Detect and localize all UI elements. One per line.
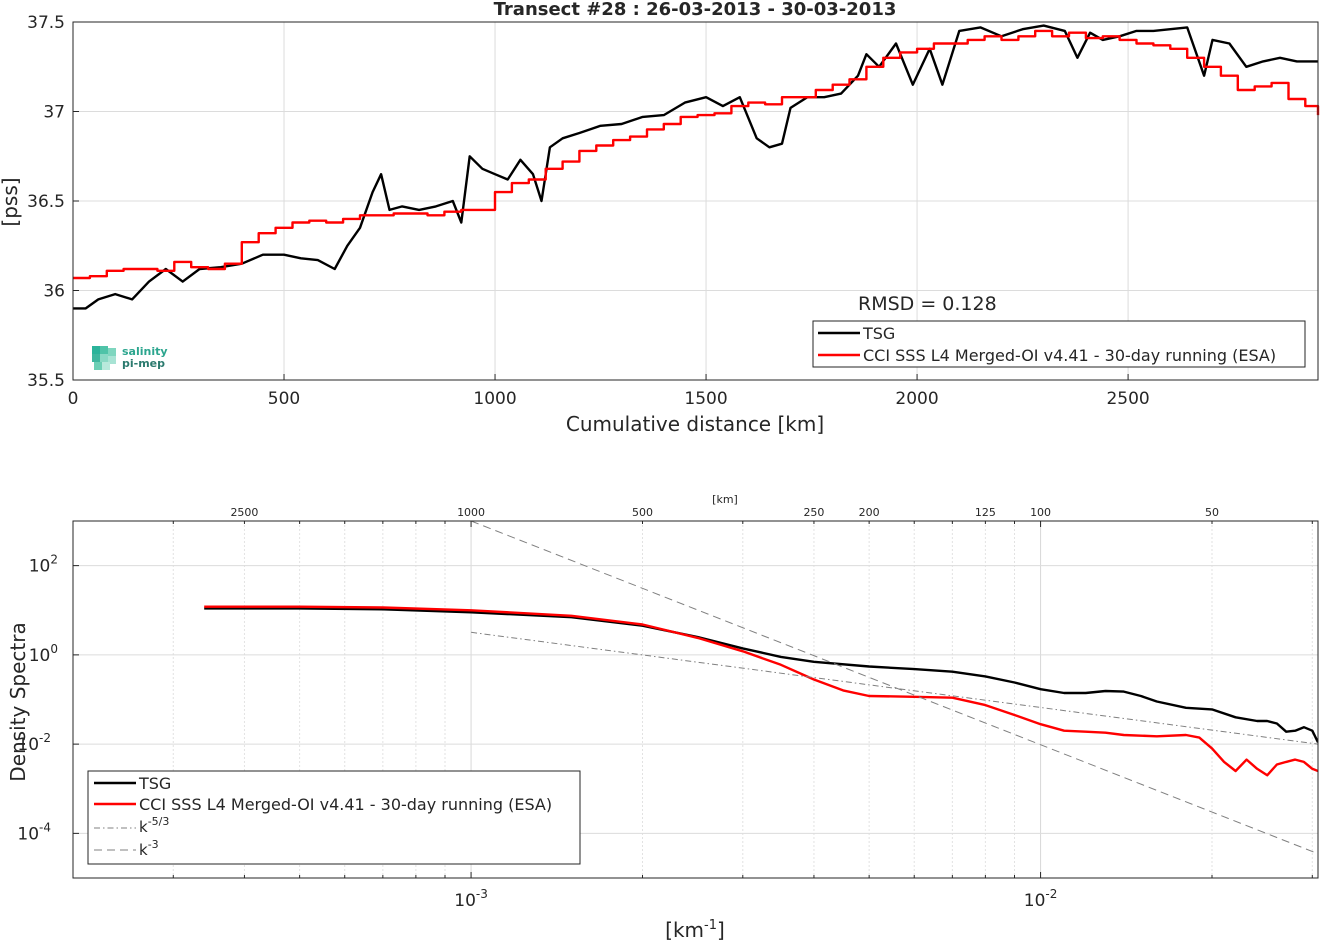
x-axis-label: [km-1]: [665, 918, 725, 942]
legend-box: [812, 320, 1306, 368]
x-tick-label: 2500: [1106, 389, 1149, 409]
y-tick-label: 36: [43, 282, 65, 302]
x-tick-labels: 0 500 1000 1500 2000 2500: [68, 389, 1150, 409]
legend-label-cci: CCI SSS L4 Merged-OI v4.41 - 30-day runn…: [139, 795, 552, 814]
y-axis-label: Density Spectra: [6, 622, 30, 781]
top-tick-label: 100: [1030, 506, 1051, 519]
logo-mark-icon: [92, 346, 116, 370]
legend-label-k3-base: k: [139, 841, 148, 859]
x-axis-label-main: km: [673, 918, 704, 942]
top-tick-label: 200: [859, 506, 880, 519]
x-tick-label: 500: [268, 389, 300, 409]
y-tick-label: 37: [43, 103, 65, 123]
series-clip-group: [204, 521, 1318, 855]
legend-label-k53-exp: -5/3: [148, 815, 170, 828]
top-axis-label: [km]: [712, 493, 738, 506]
transect-panel: Transect #28 : 26-03-2013 - 30-03-2013 0…: [0, 0, 1320, 436]
top-tick-label: 500: [632, 506, 653, 519]
series-line-k3: [470, 521, 1318, 855]
top-tick-labels: 250010005002502001251005025: [230, 506, 1219, 519]
x-tick-labels: 10-3 10-2: [454, 887, 1057, 911]
y-tick-label: 100: [29, 642, 58, 666]
top-tick-label: 250: [803, 506, 824, 519]
plot-frame: [72, 21, 1319, 381]
salinity-pi-mep-logo: salinity pi-mep: [92, 345, 168, 370]
legend-label-k3: k-3: [139, 838, 159, 859]
y-tick-label: 102: [29, 553, 58, 577]
x-tick-label: 10-3: [454, 887, 488, 911]
legend-label-cci: CCI SSS L4 Merged-OI v4.41 - 30-day runn…: [863, 346, 1276, 365]
top-tick-label: 50: [1205, 506, 1219, 519]
series-line-cci: [73, 29, 1320, 280]
series-group: [204, 521, 1318, 855]
x-tick-label: 2000: [895, 389, 938, 409]
y-tick-label: 10-2: [17, 731, 51, 755]
series-group: [73, 24, 1320, 310]
x-axis-label-exp: -1: [704, 918, 717, 933]
x-tick-label: 10-2: [1024, 887, 1058, 911]
y-tick-labels: 10-4 10-2 100 102: [17, 553, 58, 845]
legend-label-k3-exp: -3: [148, 838, 159, 851]
rmsd-annotation: RMSD = 0.128: [858, 293, 997, 315]
logo-text-line2: pi-mep: [122, 357, 165, 370]
y-tick-label: 37.5: [27, 13, 65, 33]
chart-title: Transect #28 : 26-03-2013 - 30-03-2013: [494, 0, 897, 20]
spectra-panel: 10-3 10-2 10-4 10-2 100 102 2500 1000 500 250 20…: [6, 493, 1319, 942]
top-tick-label: 1000: [457, 506, 485, 519]
top-tick-label: 2500: [230, 506, 258, 519]
legend: TSG CCI SSS L4 Merged-OI v4.41 - 30-day …: [812, 320, 1306, 368]
y-tick-labels: 35.5 36 36.5 37 37.5: [27, 13, 65, 391]
legend: TSG CCI SSS L4 Merged-OI v4.41 - 30-day …: [87, 770, 581, 865]
legend-box: [87, 770, 581, 865]
legend-label-k53: k-5/3: [139, 815, 169, 836]
legend-label-k53-base: k: [139, 818, 148, 836]
x-tick-label: 1000: [473, 389, 516, 409]
legend-label-tsg: TSG: [862, 324, 895, 343]
y-tick-label: 35.5: [27, 371, 65, 391]
series-line-k53: [471, 631, 1318, 745]
x-tick-label: 0: [68, 389, 79, 409]
plot-frame: [72, 520, 1319, 879]
top-tick-label: 125: [975, 506, 996, 519]
legend-label-tsg: TSG: [138, 774, 171, 793]
y-tick-label: 10-4: [17, 820, 51, 844]
x-tick-label: 1500: [684, 389, 727, 409]
x-axis-label: Cumulative distance [km]: [566, 412, 824, 436]
logo-text-line1: salinity: [122, 345, 168, 358]
y-tick-label: 36.5: [27, 192, 65, 212]
y-axis-label: [pss]: [0, 177, 22, 226]
series-line-cci: [204, 605, 1318, 777]
